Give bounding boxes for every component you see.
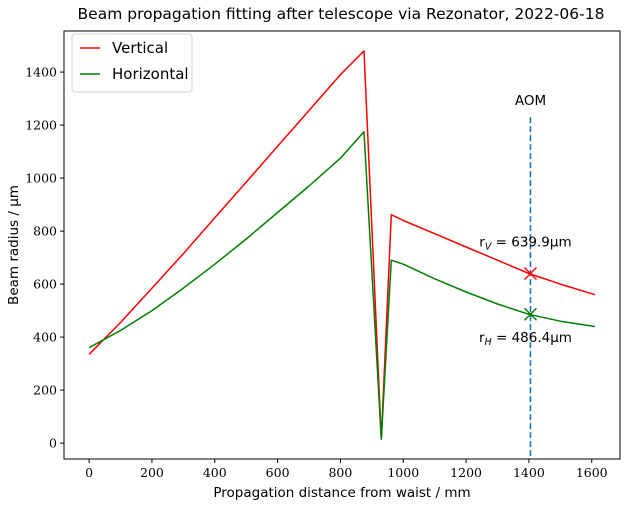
series-line-horizontal [88, 130, 596, 440]
x-axis-label: Propagation distance from waist / mm [213, 485, 470, 501]
legend: Vertical Horizontal [71, 33, 193, 93]
marker-x-0-b [523, 267, 537, 281]
y-tick-label: 800 [33, 224, 57, 239]
x-tick-label: 400 [203, 465, 227, 480]
marker-layer [523, 267, 537, 321]
x-tick-label: 1400 [513, 465, 545, 480]
y-tick-label: 0 [49, 436, 57, 451]
y-tick-label: 600 [33, 277, 57, 292]
x-tick-label: 1200 [450, 465, 482, 480]
y-axis-ticks: 0 200 400 600 800 1000 1200 1400 [25, 65, 64, 451]
legend-label-horizontal: Horizontal [112, 65, 189, 83]
y-tick-label: 200 [33, 383, 57, 398]
y-axis-label: Beam radius / μm [6, 185, 22, 305]
x-tick-label: 600 [266, 465, 290, 480]
rh-annotation: rH = 486.4μm [479, 330, 572, 348]
legend-label-vertical: Vertical [112, 39, 168, 57]
y-tick-label: 1400 [25, 65, 57, 80]
aom-label: AOM [515, 93, 546, 109]
x-axis-ticks: 0 200 400 600 800 1000 1200 1400 1600 [85, 459, 608, 480]
chart-title: Beam propagation fitting after telescope… [78, 5, 605, 23]
series-line-vertical [88, 50, 596, 440]
x-tick-label: 1600 [576, 465, 608, 480]
y-tick-label: 1200 [25, 118, 57, 133]
plot-area [63, 30, 621, 460]
series-layer [88, 50, 596, 440]
x-tick-label: 200 [140, 465, 164, 480]
marker-x-1-b [523, 307, 537, 321]
y-tick-label: 400 [33, 330, 57, 345]
x-tick-label: 1000 [387, 465, 419, 480]
y-tick-label: 1000 [25, 171, 57, 186]
legend-box [71, 33, 193, 93]
x-tick-label: 800 [328, 465, 352, 480]
x-tick-label: 0 [85, 465, 93, 480]
rv-annotation: rV = 639.9μm [479, 235, 571, 253]
